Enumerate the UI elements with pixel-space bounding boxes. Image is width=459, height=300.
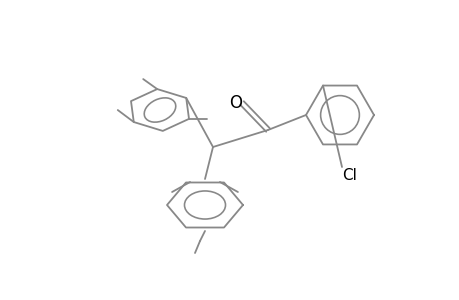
Text: O: O xyxy=(229,94,242,112)
Text: Cl: Cl xyxy=(342,167,357,182)
